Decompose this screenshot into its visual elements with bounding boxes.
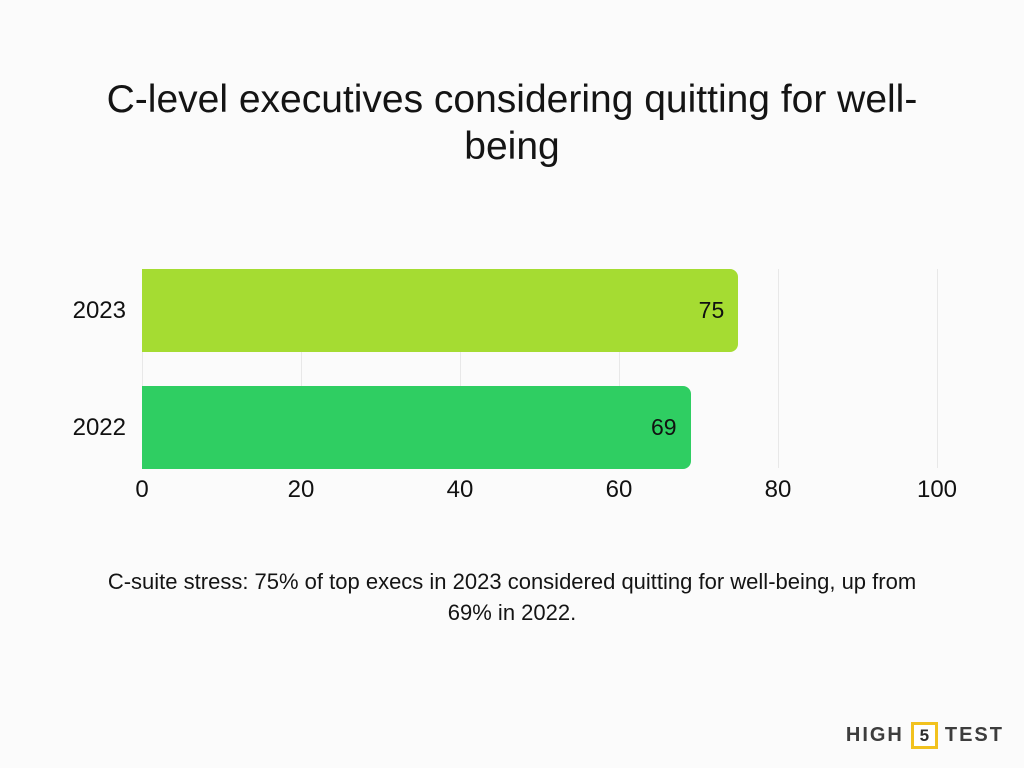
bar-row-2022: 2022 69 <box>73 386 937 469</box>
chart-title-line2: being <box>464 125 560 168</box>
chart-caption-line2: 69% in 2022. <box>447 600 577 625</box>
bar-row-2023: 2023 75 <box>73 269 937 352</box>
x-tick-label-0: 0 <box>135 476 149 503</box>
gridline-x60 <box>619 269 620 468</box>
bar-value-label-2023: 75 <box>698 297 725 323</box>
x-tick-label-80: 80 <box>764 476 792 503</box>
bar-value-label-2022: 69 <box>650 414 677 440</box>
logo-five-box: 5 <box>910 722 938 749</box>
chart-title-line1: C-level executives considering quitting … <box>106 78 918 121</box>
x-tick-label-20: 20 <box>287 476 315 503</box>
chart-title: C-level executives considering quitting … <box>0 76 1024 170</box>
x-tick-label-60: 60 <box>605 476 633 503</box>
category-label-2023: 2023 <box>72 297 126 324</box>
bar-chart: 0 20 40 60 80 100 2023 75 2022 69 <box>73 269 957 503</box>
high5test-logo: HIGH 5 TEST <box>846 722 1004 749</box>
gridline-x0 <box>142 269 143 468</box>
gridline-x40 <box>460 269 461 468</box>
logo-text-high: HIGH <box>845 724 904 746</box>
bar-2022: 69 <box>142 386 691 469</box>
x-tick-label-100: 100 <box>916 476 958 503</box>
logo-number-5: 5 <box>919 725 930 745</box>
x-tick-label-40: 40 <box>446 476 474 503</box>
bar-2023: 75 <box>142 269 739 352</box>
logo-text-test: TEST <box>944 724 1004 746</box>
gridline-x100 <box>937 269 938 468</box>
gridline-x20 <box>301 269 302 468</box>
gridline-x80 <box>778 269 779 468</box>
chart-caption-line1: C-suite stress: 75% of top execs in 2023… <box>107 569 917 594</box>
chart-caption: C-suite stress: 75% of top execs in 2023… <box>0 566 1024 628</box>
category-label-2022: 2022 <box>72 414 126 441</box>
